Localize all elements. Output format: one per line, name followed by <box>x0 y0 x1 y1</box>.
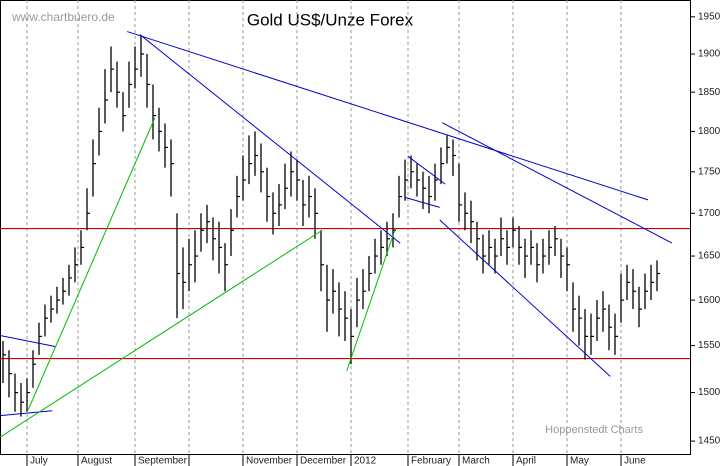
x-tick-label: August <box>81 456 112 466</box>
trend-line <box>441 122 673 244</box>
chart-title: Gold US$/Unze Forex <box>247 10 414 29</box>
x-tick-label: June <box>624 456 646 466</box>
trend-line <box>27 117 156 411</box>
y-tick-label: 1650 <box>698 251 721 262</box>
source: Hoppenstedt Charts <box>545 424 643 436</box>
trend-line <box>0 410 53 417</box>
y-tick-label: 1700 <box>698 208 721 219</box>
trend-line <box>404 196 440 208</box>
trend-line <box>0 229 323 438</box>
y-tick-label: 1550 <box>698 340 721 351</box>
y-tick-label: 1450 <box>698 436 721 447</box>
y-tick-label: 1950 <box>698 11 721 22</box>
x-tick-label: September <box>138 456 188 466</box>
x-tick-label: March <box>462 456 490 466</box>
plot-frame <box>0 0 691 455</box>
y-tick-label: 1800 <box>698 126 721 137</box>
trend-line <box>0 334 56 348</box>
x-tick-label: 2012 <box>354 456 377 466</box>
trend-line <box>127 31 649 201</box>
x-tick-label: May <box>570 456 589 466</box>
x-tick-label: July <box>30 456 48 466</box>
x-tick-label: February <box>411 456 451 466</box>
trend-line <box>407 155 446 185</box>
y-tick-label: 1600 <box>698 295 721 306</box>
x-tick-label: November <box>246 456 293 466</box>
trend-line <box>139 34 401 244</box>
y-tick-label: 1750 <box>698 166 721 177</box>
y-tick-label: 1850 <box>698 87 721 98</box>
x-tick-label: December <box>300 456 347 466</box>
trend-line <box>439 219 611 377</box>
trend-line <box>346 230 396 371</box>
y-tick-label: 1900 <box>698 49 721 60</box>
y-tick-label: 1500 <box>698 387 721 398</box>
x-tick-label: April <box>516 456 536 466</box>
watermark: www.chartbuero.de <box>11 10 115 24</box>
